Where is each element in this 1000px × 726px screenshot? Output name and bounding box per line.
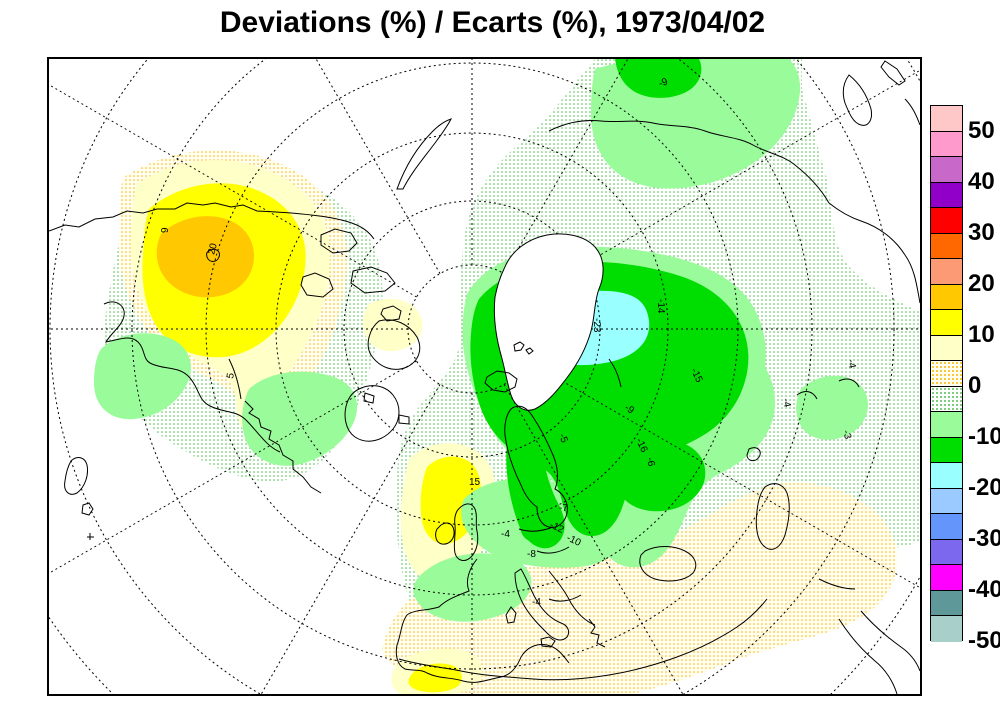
coast-bc-fjords xyxy=(244,400,322,494)
contour-label: -3 xyxy=(840,429,853,441)
contour-label: -9 xyxy=(657,76,670,90)
contour-label: 15 xyxy=(469,477,481,488)
region-lightgreen-bc xyxy=(242,371,358,466)
contour-label: -4 xyxy=(845,359,857,370)
svalbard xyxy=(513,341,534,355)
italy xyxy=(505,568,570,648)
colorbar-segment xyxy=(931,437,962,463)
polar-map-canvas: 209515-23-14-15-9-16-5-7-12-10-8-4-4-9-4… xyxy=(49,59,920,694)
coastlines xyxy=(49,60,920,694)
ireland xyxy=(435,522,455,545)
page-title: Deviations (%) / Ecarts (%), 1973/04/02 xyxy=(219,6,766,39)
coast-north-africa xyxy=(398,598,768,681)
coast-hudson-bay xyxy=(344,385,400,442)
colorbar-segment xyxy=(931,463,962,489)
region-gold-alaska xyxy=(156,216,255,298)
colorbar-segment xyxy=(931,182,962,208)
region-green-kara xyxy=(615,59,702,98)
colorbar-segment xyxy=(931,565,962,591)
colorbar-tick-label: -30 xyxy=(968,524,1000,552)
latitude-circle xyxy=(343,200,601,458)
map-frame: 20 9 5 15 -23 -14 -15 -9 -16 -5 -7 -12 -10 -8 -4 -4 -9 -4… xyxy=(47,57,922,696)
latitude-circle xyxy=(49,59,895,694)
colorbar-segment xyxy=(931,616,962,642)
colorbar-segment xyxy=(931,131,962,157)
canadian-arctic-islands xyxy=(300,228,421,370)
colorbar-tick-label: -50 xyxy=(968,626,1000,654)
colorbar-segment xyxy=(931,386,962,412)
meridian-line xyxy=(527,360,920,589)
colorbar-segment xyxy=(931,361,962,387)
scandinavia xyxy=(504,405,568,528)
region-lightgreen-france xyxy=(413,553,532,622)
contour-label: -4 xyxy=(780,398,792,409)
colorbar-segment xyxy=(931,208,962,234)
coast-western-europe-iberia xyxy=(395,558,570,683)
meridian-line xyxy=(315,59,441,274)
iceland xyxy=(484,370,518,393)
contour-label: -4 xyxy=(532,597,541,608)
colorbar-segment xyxy=(931,259,962,285)
coast-kamchatka xyxy=(842,60,920,126)
contour-label: -5 xyxy=(556,432,570,445)
colorbar-segment xyxy=(931,514,962,540)
colorbar-segment xyxy=(931,335,962,361)
graticule xyxy=(49,59,920,694)
colorbar-segment xyxy=(931,412,962,438)
colorbar-segment xyxy=(931,106,962,132)
colorbar-segment xyxy=(931,284,962,310)
contour-label: -8 xyxy=(527,549,536,560)
colorbar-segment xyxy=(931,233,962,259)
colorbar-tick-label: 30 xyxy=(968,218,995,246)
uk xyxy=(453,503,479,561)
meridian-line xyxy=(503,59,629,274)
region-green-centraleurope xyxy=(519,500,559,543)
meridian-line xyxy=(527,69,920,298)
region-stipple-yellow-mediterranean xyxy=(382,482,898,694)
colorbar-tick-label: 10 xyxy=(968,320,995,348)
colorbar-tick-label: 40 xyxy=(968,167,995,195)
contour-label: -4 xyxy=(501,529,510,540)
contour-label: -14 xyxy=(655,299,666,314)
colorbar-tick-label: 50 xyxy=(968,116,995,144)
contour-label: 5 xyxy=(225,372,237,380)
region-lightgreen-bering xyxy=(94,333,191,420)
meridian-line xyxy=(503,384,684,694)
contour-label: -7 xyxy=(559,503,568,514)
novaya-zemlya xyxy=(396,118,452,190)
colorbar-segment xyxy=(931,539,962,565)
colorbar-tick-label: -40 xyxy=(968,575,1000,603)
island-vancouver xyxy=(64,457,94,540)
colorbar-segment xyxy=(931,488,962,514)
contour-label: -6 xyxy=(644,457,656,468)
meridian-line xyxy=(260,384,441,694)
meridian-line xyxy=(49,360,417,574)
contour-label: -23 xyxy=(591,318,602,333)
coast-russia-north xyxy=(548,120,920,304)
colorbar-tick-label: 20 xyxy=(968,269,995,297)
region-green-easteurope xyxy=(614,439,706,512)
greenland xyxy=(493,233,604,411)
coast-alaska-south xyxy=(103,301,281,453)
coast-siberia-alaska-north xyxy=(49,202,375,240)
black-sea xyxy=(639,546,697,582)
coast-levant-redsea xyxy=(818,578,920,694)
coast-balkans-greece xyxy=(548,570,606,648)
great-lakes-and-specks xyxy=(363,392,410,425)
colorbar-segment xyxy=(931,157,962,183)
meridian-line xyxy=(49,84,417,298)
colorbar-tick-label: -20 xyxy=(968,473,1000,501)
region-lightgreen-urals xyxy=(796,375,868,440)
colorbar-segment xyxy=(931,590,962,616)
colorbar-tick-label: -10 xyxy=(968,422,1000,450)
colorbar xyxy=(930,105,963,642)
colorbar-segment xyxy=(931,310,962,336)
contour-label: 20 xyxy=(206,242,220,256)
colorbar-tick-label: 0 xyxy=(968,371,982,399)
contour-lines xyxy=(206,248,860,602)
region-lightyellow-baffin xyxy=(363,298,423,352)
caspian-sea xyxy=(755,483,790,550)
contour-label: 9 xyxy=(160,227,171,233)
